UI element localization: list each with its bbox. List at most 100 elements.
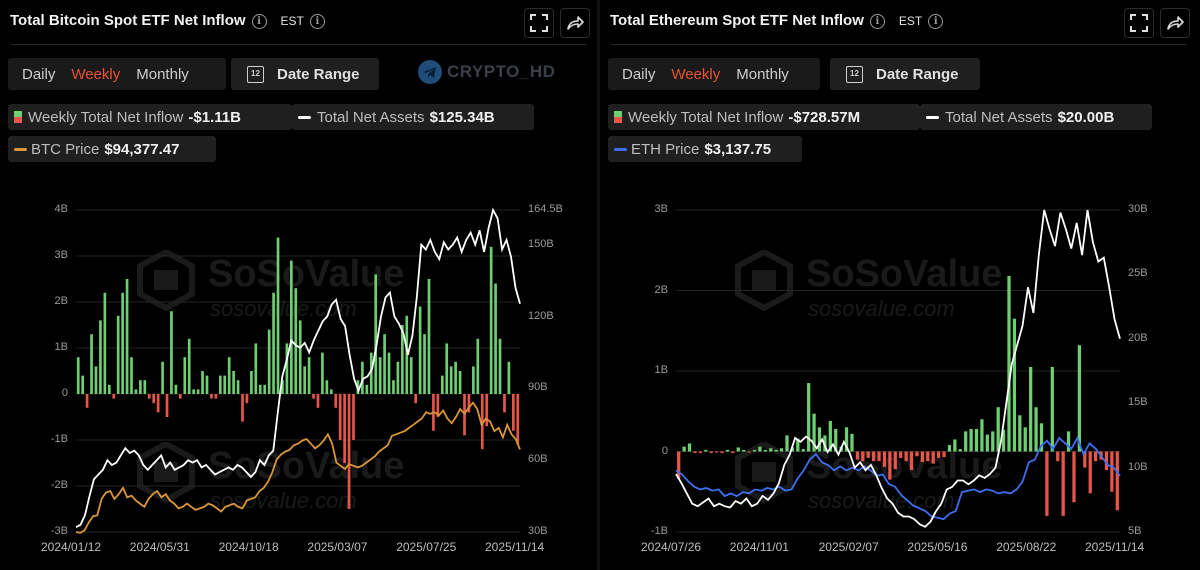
inflow-bar [321, 352, 324, 394]
inflow-bar [267, 329, 271, 394]
inflow-bar [1039, 423, 1044, 452]
calendar-icon: 12 [846, 65, 863, 83]
outflow-bar [893, 451, 897, 470]
outflow-bar [1045, 451, 1049, 516]
outflow-bar [343, 394, 346, 463]
inflow-bar [790, 447, 795, 452]
watermark-mark [752, 462, 776, 482]
watermark-site: sosovalue.com [808, 296, 955, 321]
watermark-hex [735, 442, 793, 504]
outflow-bar [731, 451, 735, 454]
tab-daily[interactable]: Daily [22, 65, 56, 83]
share-icon[interactable] [560, 8, 590, 38]
line-swatch-icon [614, 147, 627, 151]
legend-label: BTC Price [31, 140, 100, 158]
share-icon[interactable] [1160, 8, 1190, 38]
date-range-button[interactable]: 12 Date Range [830, 58, 980, 90]
inflow-bar [232, 371, 235, 394]
inflow-bar [134, 389, 138, 394]
inflow-bar [844, 427, 849, 452]
fullscreen-icon[interactable] [1124, 8, 1154, 38]
y-right-tick-label: 60B [528, 453, 548, 466]
inflow-bar [774, 449, 778, 452]
inflow-bar [76, 357, 80, 394]
inflow-bar [99, 320, 102, 394]
outflow-bar [214, 394, 218, 399]
outflow-bar [866, 451, 870, 458]
inflow-bar [758, 446, 762, 452]
btc-price-line [75, 401, 521, 534]
inflow-bar [409, 357, 413, 394]
tab-daily[interactable]: Daily [622, 65, 656, 83]
inflow-bar [276, 237, 280, 394]
inflow-bar [1023, 427, 1027, 452]
tab-weekly[interactable]: Weekly [71, 65, 121, 83]
inflow-bar [985, 434, 989, 452]
inflow-bar [139, 380, 142, 394]
legend-net-inflow[interactable]: Weekly Total Net Inflow -$1.11B [8, 104, 292, 130]
y-left-tick-label: -1B [50, 433, 68, 445]
outflow-bar [904, 451, 908, 462]
y-right-tick-label: 150B [528, 237, 554, 250]
timezone-info-icon[interactable]: i [928, 13, 944, 29]
info-icon[interactable]: i [251, 13, 267, 29]
timezone-info-icon[interactable]: i [309, 13, 325, 29]
legend-value: $125.34B [429, 108, 495, 126]
inflow-bar [1018, 415, 1022, 452]
inflow-bar [294, 288, 298, 394]
y-left-tick-label: -2B [50, 479, 68, 491]
btc-chart: SoSoValue sosovalue.com SoSoValue sosovalue… [0, 180, 596, 560]
outflow-bar [503, 394, 506, 413]
outflow-bar [920, 451, 924, 462]
inflow-bar [769, 448, 773, 452]
outflow-bar [467, 394, 471, 413]
outflow-bar [1083, 451, 1087, 468]
info-icon[interactable]: i [869, 13, 885, 29]
tab-monthly[interactable]: Monthly [736, 65, 789, 83]
legend-label: ETH Price [631, 140, 700, 158]
inflow-bar [378, 357, 382, 394]
watermark-site: sosovalue.com [210, 488, 357, 513]
x-tick-label: 2025/11/14 [485, 540, 545, 554]
inflow-bar [427, 279, 431, 394]
inflow-bar [161, 361, 164, 394]
fullscreen-icon[interactable] [524, 8, 554, 38]
inflow-bar [440, 375, 444, 394]
date-range-button[interactable]: 12 Date Range [231, 58, 379, 90]
inflow-bar [107, 384, 111, 394]
tab-monthly[interactable]: Monthly [136, 65, 189, 83]
inflow-bar [303, 366, 306, 394]
inflow-bar [947, 445, 952, 452]
inflow-bar [258, 384, 262, 394]
inflow-bar [170, 311, 173, 394]
outflow-bar [915, 451, 919, 457]
inflow-bar [116, 315, 120, 394]
tab-weekly[interactable]: Weekly [671, 65, 721, 83]
inflow-bar [236, 380, 240, 394]
watermark-brand: SoSoValue [806, 253, 1002, 295]
inflow-bar [183, 357, 187, 394]
legend-label: Weekly Total Net Inflow [628, 108, 784, 126]
legend-net-inflow[interactable]: Weekly Total Net Inflow -$728.57M [608, 104, 920, 130]
outflow-bar [909, 451, 914, 471]
outflow-bar [882, 451, 887, 467]
inflow-bar [307, 357, 311, 394]
outflow-bar [720, 451, 724, 454]
inflow-bar [1012, 318, 1017, 452]
inflow-bar [281, 380, 284, 394]
legend-net-assets[interactable]: Total Net Assets $125.34B [292, 104, 534, 130]
outflow-bar [888, 451, 892, 480]
granularity-switch: Daily Weekly Monthly [8, 58, 226, 90]
inflow-bar [369, 352, 373, 394]
legend-eth-price[interactable]: ETH Price $3,137.75 [608, 136, 802, 162]
inflow-bar [423, 334, 426, 394]
inflow-bar [263, 384, 267, 394]
y-right-tick-label: 90B [528, 381, 548, 394]
panel-title: Total Ethereum Spot ETF Net Inflow i EST i [610, 12, 944, 29]
inflow-bar [736, 447, 740, 452]
x-tick-label: 2025/02/07 [818, 540, 879, 554]
outflow-bar [1110, 451, 1114, 492]
legend-net-assets[interactable]: Total Net Assets $20.00B [920, 104, 1152, 130]
plot-area [75, 207, 521, 534]
legend-btc-price[interactable]: BTC Price $94,377.47 [8, 136, 216, 162]
